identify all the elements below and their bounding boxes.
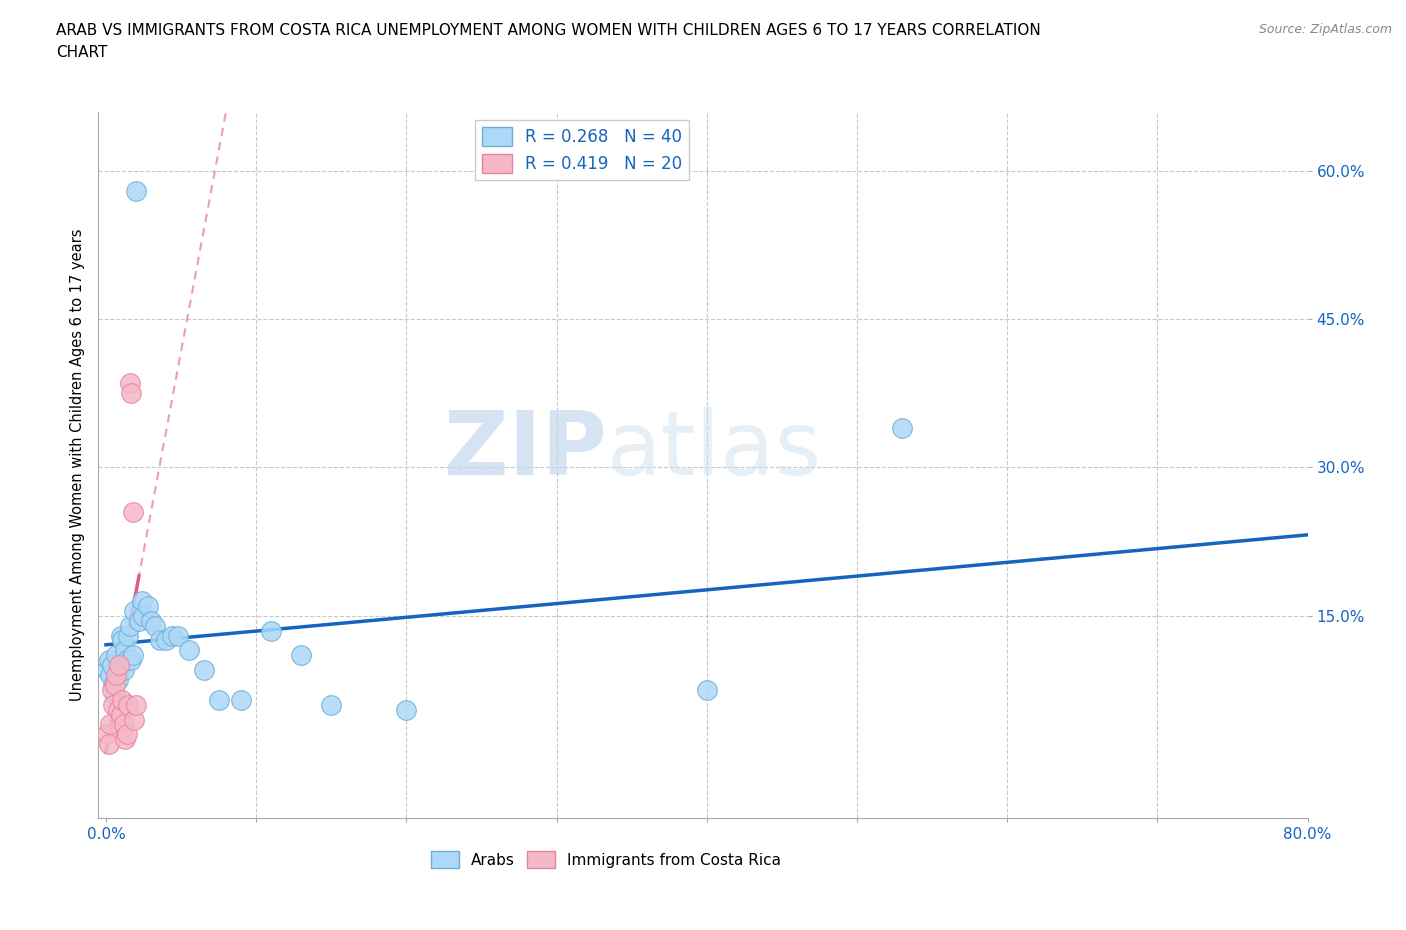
Point	[118, 376, 141, 391]
Point	[111, 633, 134, 648]
Point	[101, 683, 124, 698]
Point	[112, 663, 135, 678]
Point	[167, 628, 190, 643]
Point	[207, 692, 229, 707]
Point	[125, 698, 148, 712]
Point	[229, 692, 252, 707]
Point	[139, 613, 162, 628]
Point	[103, 678, 125, 693]
Legend: Arabs, Immigrants from Costa Rica: Arabs, Immigrants from Costa Rica	[426, 844, 787, 874]
Point	[115, 653, 138, 668]
Point	[105, 648, 128, 663]
Point	[155, 633, 177, 648]
Point	[110, 707, 132, 722]
Point	[131, 593, 153, 608]
Point	[891, 420, 914, 435]
Text: CHART: CHART	[56, 45, 108, 60]
Point	[124, 604, 146, 618]
Point	[100, 668, 122, 683]
Point	[122, 504, 145, 519]
Point	[97, 737, 120, 751]
Point	[260, 623, 283, 638]
Point	[136, 598, 159, 613]
Point	[125, 183, 148, 198]
Point	[395, 702, 418, 717]
Point	[97, 653, 120, 668]
Point	[112, 717, 135, 732]
Point	[96, 663, 118, 678]
Point	[124, 712, 146, 727]
Point	[114, 643, 136, 658]
Point	[321, 698, 343, 712]
Point	[149, 633, 172, 648]
Point	[105, 668, 128, 683]
Point	[118, 618, 141, 633]
Point	[100, 717, 122, 732]
Point	[104, 687, 127, 702]
Point	[121, 386, 143, 401]
Point	[696, 683, 718, 698]
Point	[117, 628, 139, 643]
Point	[193, 663, 215, 678]
Point	[115, 727, 138, 742]
Text: Source: ZipAtlas.com: Source: ZipAtlas.com	[1258, 23, 1392, 36]
Point	[108, 663, 131, 678]
Point	[145, 618, 167, 633]
Point	[177, 643, 200, 658]
Point	[122, 648, 145, 663]
Point	[132, 608, 155, 623]
Text: ARAB VS IMMIGRANTS FROM COSTA RICA UNEMPLOYMENT AMONG WOMEN WITH CHILDREN AGES 6: ARAB VS IMMIGRANTS FROM COSTA RICA UNEMP…	[56, 23, 1040, 38]
Point	[104, 678, 127, 693]
Point	[108, 658, 131, 672]
Point	[103, 698, 125, 712]
Point	[121, 653, 143, 668]
Text: atlas: atlas	[606, 407, 821, 495]
Point	[114, 732, 136, 747]
Point	[101, 658, 124, 672]
Point	[111, 692, 134, 707]
Y-axis label: Unemployment Among Women with Children Ages 6 to 17 years: Unemployment Among Women with Children A…	[69, 229, 84, 701]
Point	[107, 672, 129, 687]
Point	[107, 702, 129, 717]
Point	[117, 698, 139, 712]
Point	[290, 648, 312, 663]
Point	[110, 628, 132, 643]
Text: ZIP: ZIP	[443, 407, 606, 495]
Point	[128, 613, 150, 628]
Point	[96, 727, 118, 742]
Point	[160, 628, 183, 643]
